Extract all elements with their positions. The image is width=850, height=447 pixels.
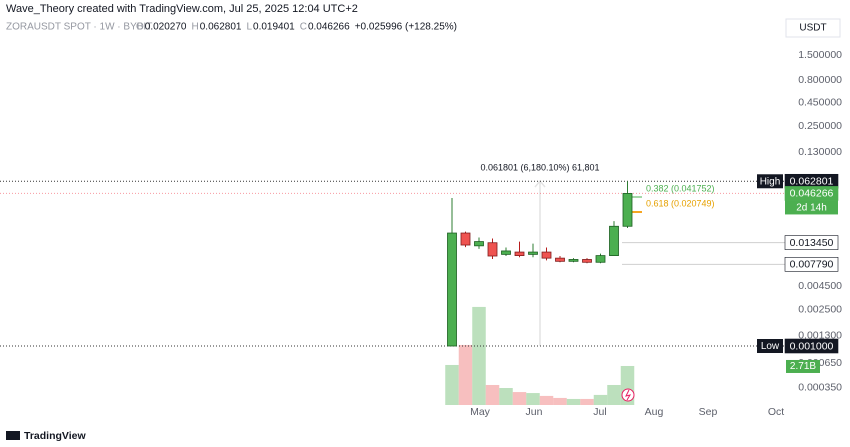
x-tick-label: Jul	[593, 406, 606, 418]
volume	[445, 306, 635, 405]
levels: 0.062801 High 0.046266 2d 14h 0.013450 0.0077…	[0, 173, 839, 354]
ohlc-legend: O 0.020270 H 0.062801 L 0.019401 C 0.046266 +0.0…	[136, 22, 457, 33]
ohlc-value: 0.019401	[253, 22, 295, 33]
y-tick-label: 0.002500	[798, 303, 842, 315]
candle-body	[487, 242, 498, 257]
x-tick-label: Oct	[768, 406, 784, 418]
x-tick-label: Sep	[699, 406, 718, 418]
ohlc-key: H	[192, 22, 199, 33]
volume-bar	[458, 344, 473, 405]
volume-bar	[499, 388, 513, 405]
candle-body	[568, 259, 579, 262]
candle-body	[501, 250, 511, 255]
level-value: 0.013450	[790, 237, 834, 249]
candle-body	[447, 232, 457, 347]
candle-body	[595, 255, 606, 263]
candle-body	[474, 241, 484, 247]
level-tag	[784, 338, 839, 354]
ohlc-change: +0.025996 (+128.25%)	[355, 22, 457, 33]
volume-tag-label: 2.71B	[790, 361, 816, 372]
x-tick-label: May	[470, 406, 491, 418]
fib-label: 0.618 (0.020749)	[646, 198, 715, 208]
y-tick-label: 0.001300	[798, 329, 842, 341]
volume-bar	[526, 393, 540, 405]
volume-bar	[485, 384, 500, 405]
logo	[6, 431, 20, 440]
candles	[447, 181, 633, 347]
y-tick-label: 0.800000	[798, 74, 842, 86]
candle-body	[460, 232, 471, 246]
fib-label: 0.382 (0.041752)	[646, 183, 715, 193]
ohlc-value: 0.020270	[145, 22, 187, 33]
currency-box	[785, 18, 841, 38]
candle-body	[514, 251, 525, 256]
volume-bar	[445, 364, 459, 405]
x-tick-label: Jun	[526, 406, 543, 418]
candle-body	[541, 251, 552, 259]
level-value: 0.001000	[790, 340, 834, 352]
volume-bar	[539, 395, 554, 405]
volume-bar	[580, 398, 594, 405]
level-name-tag	[757, 339, 783, 354]
ohlc-key: C	[300, 22, 307, 33]
credit: Wave_Theory created with TradingView.com…	[6, 3, 358, 15]
event-icon	[625, 389, 632, 401]
candle-body	[555, 257, 565, 262]
volume-bar	[512, 392, 527, 405]
level-tag	[784, 257, 839, 272]
ohlc-key: O	[136, 22, 144, 33]
level-tag	[784, 235, 839, 250]
ohlc-key: L	[246, 22, 252, 33]
volume-bar	[593, 394, 608, 405]
y-tick-label: 0.130000	[798, 146, 842, 158]
symbol: ZORAUSDT SPOT · 1W · BYBIT	[6, 22, 152, 33]
y-tick-label: 0.250000	[798, 120, 842, 132]
x-tick-label: Aug	[645, 406, 664, 418]
candle-body	[609, 225, 619, 256]
y-tick-label: 0.450000	[798, 97, 842, 109]
level-name-tag	[757, 174, 783, 189]
candle-body	[582, 259, 592, 263]
y-tick-label: 0.004500	[798, 280, 842, 292]
volume-bar	[607, 384, 621, 405]
currency: USDT	[799, 23, 826, 34]
measure-label: 0.061801 (6,180.10%) 61,801	[480, 162, 599, 172]
ohlc-value: 0.062801	[200, 22, 242, 33]
axes: 1.500000 0.800000 0.450000 0.250000 0.130000…	[470, 49, 842, 418]
footer: TradingView	[24, 430, 86, 442]
y-tick-label: 1.500000	[798, 49, 842, 61]
countdown-tag	[785, 200, 838, 215]
volume-bar	[472, 306, 486, 405]
level-name: Low	[761, 341, 780, 352]
level-value: 0.062801	[790, 176, 834, 188]
level-name: High	[760, 176, 781, 187]
y-tick-label: 0.000350	[798, 382, 842, 394]
volume-bar	[566, 398, 581, 405]
candle-body	[528, 251, 538, 255]
volume-tag	[786, 359, 820, 373]
volume-bar	[553, 397, 567, 405]
level-value: 0.007790	[790, 259, 834, 271]
candle-body	[622, 193, 633, 227]
ohlc-value: 0.046266	[308, 22, 350, 33]
level-value: 0.046266	[790, 188, 834, 200]
countdown: 2d 14h	[796, 203, 827, 214]
